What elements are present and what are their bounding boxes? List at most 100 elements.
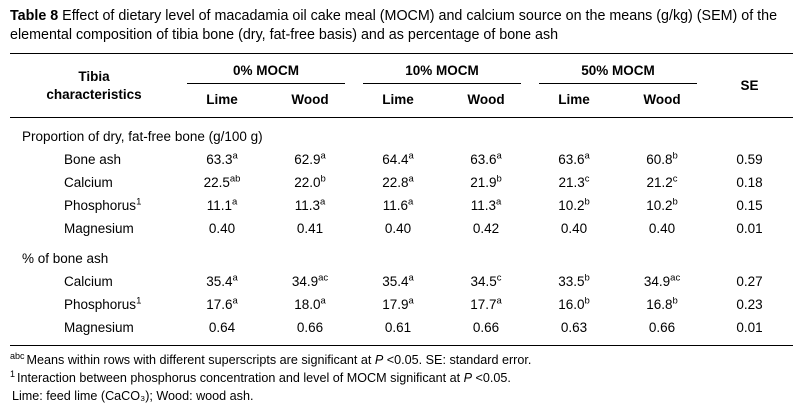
table-row-magnesium: Magnesium 0.40 0.41 0.40 0.42 0.40 0.40 …: [10, 217, 793, 240]
row-header-label: Tibia characteristics: [46, 69, 142, 102]
value-cell: 0.42: [472, 221, 500, 237]
significance-superscript: a: [408, 150, 414, 162]
value-cell: 62.9a: [294, 150, 326, 168]
footnotes: abc Means within rows with different supe…: [10, 352, 793, 405]
value-cell: 0.66: [296, 320, 324, 336]
column-group-0pct-mocm: 0% MOCM: [178, 54, 354, 85]
footnote-text: Means within rows with different supersc…: [26, 353, 375, 368]
section-row: % of bone ash: [10, 240, 793, 270]
significance-superscript: a: [584, 150, 590, 162]
subcolumn-header-row: Lime Wood Lime Wood Lime Wood: [10, 84, 793, 119]
significance-superscript: c: [496, 272, 502, 284]
value-cell: 63.6a: [558, 150, 590, 168]
subcol-header-wood-50: Wood: [618, 84, 707, 119]
value-cell: 34.9ac: [291, 272, 329, 290]
footnote-significance: abc Means within rows with different supe…: [10, 352, 793, 370]
value-cell: 21.3c: [558, 173, 590, 191]
footnote-marker: 1: [10, 368, 16, 379]
significance-superscript: a: [232, 150, 238, 162]
value-cell: 34.5c: [470, 272, 502, 290]
section-row: Proportion of dry, fat-free bone (g/100 …: [10, 118, 793, 149]
significance-superscript: a: [232, 295, 238, 307]
subcol-header-lime-10: Lime: [354, 84, 443, 119]
caption-label: Table 8: [10, 8, 59, 24]
table-header: Tibia characteristics 0% MOCM 10% MOCM 5…: [10, 53, 794, 119]
table-row-bone-ash: Bone ash 63.3a 62.9a 64.4a 63.6a 63.6a 6…: [10, 148, 793, 171]
se-cell: 0.27: [736, 274, 763, 290]
value-cell: 16.8b: [646, 295, 678, 313]
row-label: Calcium: [64, 175, 113, 191]
value-cell: 0.40: [648, 221, 676, 237]
significance-superscript: a: [496, 295, 502, 307]
se-cell: 0.15: [736, 198, 763, 214]
subcol-header-wood-0: Wood: [266, 84, 355, 119]
value-cell: 0.64: [208, 320, 236, 336]
caption-text: Effect of dietary level of macadamia oil…: [10, 8, 778, 44]
value-cell: 16.0b: [558, 295, 590, 313]
value-cell: 21.2c: [646, 173, 678, 191]
value-cell: 0.40: [384, 221, 412, 237]
column-group-50pct-mocm: 50% MOCM: [530, 54, 706, 85]
value-cell: 0.66: [648, 320, 676, 336]
value-cell: 11.1a: [206, 196, 238, 214]
value-cell: 21.9b: [470, 173, 502, 191]
footnote-text: <0.05.: [472, 370, 511, 385]
table-row-calcium-pct: Calcium 35.4a 34.9ac 35.4a 34.5c 33.5b 3…: [10, 270, 793, 293]
significance-superscript: a: [232, 272, 238, 284]
value-cell: 11.6a: [382, 196, 414, 214]
value-cell: 60.8b: [646, 150, 678, 168]
group-header-row: Tibia characteristics 0% MOCM 10% MOCM 5…: [10, 53, 794, 119]
table-body: Proportion of dry, fat-free bone (g/100 …: [10, 118, 793, 346]
row-header-tibia-characteristics: Tibia characteristics: [10, 53, 178, 119]
significance-superscript: a: [496, 196, 502, 208]
subcol-header-lime-50: Lime: [530, 84, 619, 119]
footnote-interaction: 1 Interaction between phosphorus concentr…: [10, 368, 793, 388]
value-cell: 0.41: [296, 221, 324, 237]
value-cell: 22.8a: [382, 173, 414, 191]
footnote-p-symbol: P: [374, 353, 384, 368]
subcol-header-wood-10: Wood: [442, 84, 531, 119]
footnote-definitions: Lime: feed lime (CaCO₃); Wood: wood ash.: [10, 388, 793, 406]
significance-superscript: b: [584, 196, 590, 208]
significance-superscript: b: [584, 295, 590, 307]
footnote-text: <0.05. SE: standard error.: [383, 353, 532, 368]
row-label-superscript: 1: [136, 196, 142, 208]
table-caption: Table 8 Effect of dietary level of macad…: [10, 7, 793, 45]
table-row-magnesium-pct: Magnesium 0.64 0.66 0.61 0.66 0.63 0.66 …: [10, 316, 793, 346]
value-cell: 35.4a: [206, 272, 238, 290]
value-cell: 63.3a: [206, 150, 238, 168]
value-cell: 11.3a: [470, 196, 502, 214]
value-cell: 17.6a: [206, 295, 238, 313]
value-cell: 34.9ac: [643, 272, 681, 290]
significance-superscript: b: [672, 150, 678, 162]
se-cell: 0.59: [736, 152, 763, 168]
value-cell: 22.5ab: [203, 173, 241, 191]
significance-superscript: a: [320, 196, 326, 208]
table-row-calcium: Calcium 22.5ab 22.0b 22.8a 21.9b 21.3c 2…: [10, 171, 793, 194]
value-cell: 11.3a: [294, 196, 326, 214]
value-cell: 64.4a: [382, 150, 414, 168]
group-label: 50% MOCM: [539, 63, 698, 85]
value-cell: 0.61: [384, 320, 412, 336]
subcol-header-lime-0: Lime: [178, 84, 266, 119]
significance-superscript: b: [672, 196, 678, 208]
section-label-proportion: Proportion of dry, fat-free bone (g/100 …: [22, 129, 263, 145]
significance-superscript: a: [408, 295, 414, 307]
value-cell: 17.7a: [470, 295, 502, 313]
row-label: Bone ash: [64, 152, 122, 168]
significance-superscript: b: [672, 295, 678, 307]
se-column-header: SE: [706, 53, 794, 119]
footnote-text: Interaction between phosphorus concentra…: [17, 370, 464, 385]
se-cell: 0.18: [736, 175, 763, 191]
significance-superscript: b: [584, 272, 590, 284]
row-label: Phosphorus1: [64, 295, 142, 313]
value-cell: 33.5b: [558, 272, 590, 290]
table-row-phosphorus-pct: Phosphorus1 17.6a 18.0a 17.9a 17.7a 16.0…: [10, 293, 793, 316]
table-row-phosphorus: Phosphorus1 11.1a 11.3a 11.6a 11.3a 10.2…: [10, 194, 793, 217]
row-label: Calcium: [64, 274, 113, 290]
footnote-text: Lime: feed lime (CaCO₃); Wood: wood ash.: [12, 388, 254, 403]
footnote-p-symbol: P: [463, 370, 473, 385]
se-cell: 0.01: [736, 320, 763, 336]
significance-superscript: b: [496, 173, 502, 185]
significance-superscript: a: [408, 173, 414, 185]
